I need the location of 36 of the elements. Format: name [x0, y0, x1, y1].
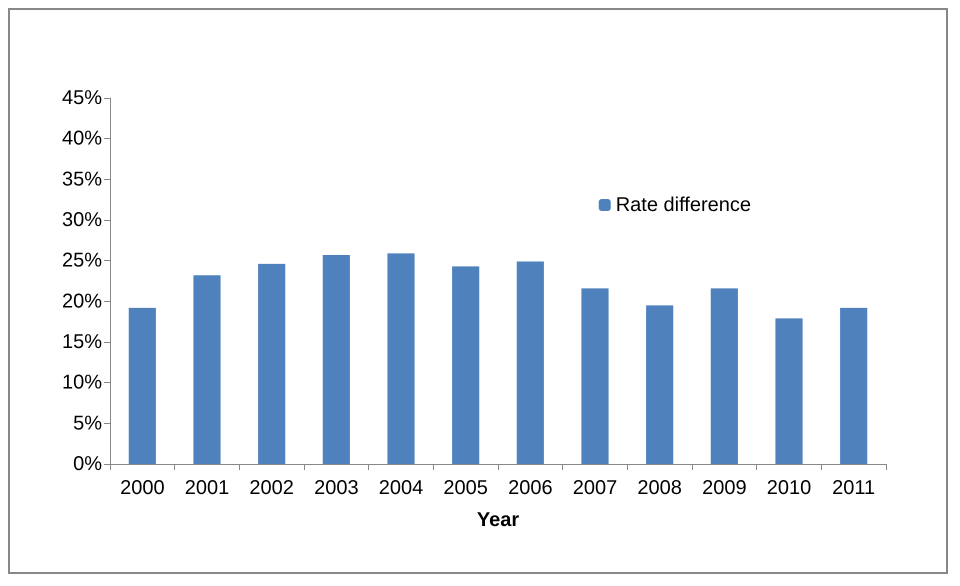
- bar: [581, 288, 609, 464]
- y-tick-label: 30%: [62, 209, 102, 231]
- x-tick-label: 2003: [314, 477, 359, 499]
- bar: [258, 264, 286, 464]
- y-tick-label: 45%: [62, 87, 102, 109]
- bar: [775, 318, 803, 464]
- x-axis-title: Year: [476, 509, 520, 531]
- y-tick-label: 40%: [62, 128, 102, 150]
- legend-label: Rate difference: [616, 194, 752, 216]
- x-tick-label: 2011: [832, 477, 876, 499]
- x-tick-label: 2004: [378, 477, 424, 499]
- x-tick-label: 2002: [249, 477, 294, 499]
- bar: [646, 305, 674, 464]
- bar: [710, 288, 738, 464]
- bar: [322, 254, 350, 464]
- y-tick-label: 20%: [62, 290, 102, 312]
- bar: [840, 308, 868, 464]
- bar: [452, 266, 480, 464]
- x-tick-label: 2001: [184, 477, 230, 499]
- x-tick-label: 2007: [572, 477, 618, 499]
- y-tick-label: 15%: [62, 331, 102, 353]
- bar: [387, 253, 415, 464]
- bar: [128, 308, 156, 464]
- x-tick-label: 2008: [637, 477, 682, 499]
- y-tick-label: 5%: [73, 412, 102, 434]
- bar: [193, 275, 221, 464]
- bar: [516, 261, 544, 464]
- x-tick-label: 2006: [508, 477, 553, 499]
- x-tick-label: 2000: [120, 477, 165, 499]
- y-tick-label: 35%: [62, 168, 102, 190]
- y-tick-label: 10%: [62, 372, 102, 394]
- y-tick-label: 0%: [73, 453, 102, 475]
- y-tick-label: 25%: [62, 250, 102, 272]
- x-tick-label: 2010: [766, 477, 812, 499]
- x-tick-label: 2005: [443, 477, 488, 499]
- x-tick-label: 2009: [702, 477, 747, 499]
